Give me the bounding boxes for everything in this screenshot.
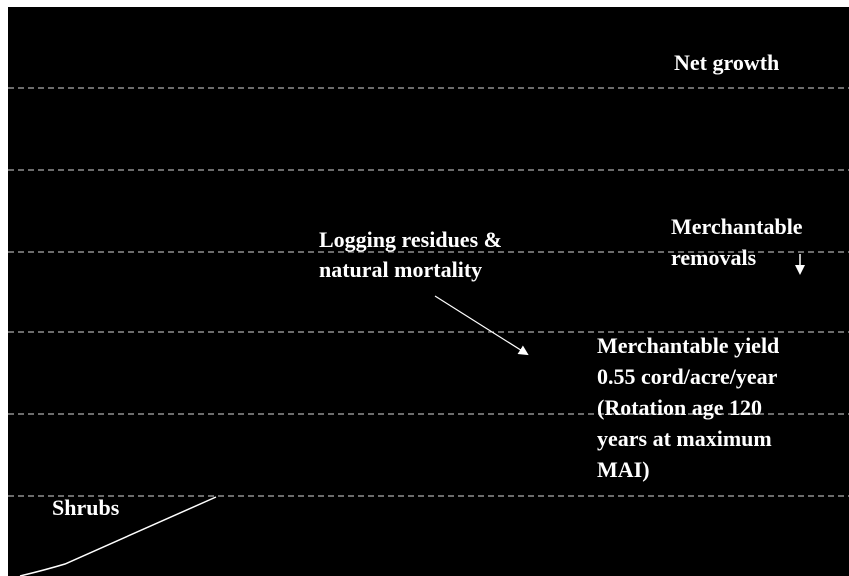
annotation-text: removals <box>671 245 757 270</box>
annotation-text: (Rotation age 120 <box>597 395 762 420</box>
annotation-text: Net growth <box>674 50 779 75</box>
annotation-text: Shrubs <box>52 495 120 520</box>
annotation-text: 0.55 cord/acre/year <box>597 364 778 389</box>
annotation-text: Merchantable <box>671 214 803 239</box>
annotation-text: natural mortality <box>319 257 482 282</box>
annotation-text: years at maximum <box>597 426 772 451</box>
annotation-text: Logging residues & <box>319 227 502 252</box>
annotation-text: MAI) <box>597 457 650 482</box>
annotation-text: Merchantable yield <box>597 333 779 358</box>
background <box>8 7 849 576</box>
arrow <box>434 295 529 356</box>
grid <box>8 87 849 497</box>
shrubs-curve <box>19 496 217 576</box>
